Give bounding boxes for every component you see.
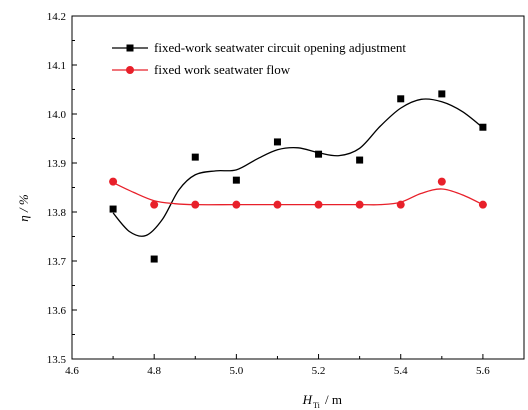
x-axis-title-subscript: Ti [313,401,321,410]
x-axis-title-unit: / m [325,392,342,407]
legend-label: fixed-work seatwater circuit opening adj… [154,40,406,55]
data-points [109,90,487,263]
legend-label: fixed work seatwater flow [154,62,291,77]
series-2-point [150,200,159,209]
series-1-point [150,255,158,263]
series-2-point [396,200,405,209]
series-1-point [232,176,240,184]
series-2-point [314,200,323,209]
series-1-point [356,156,364,164]
series-2-point [478,200,487,209]
plot-area: 4.6 4.8 5.0 5.2 5.4 5.6 13.5 13.6 13.7 13.8 13.9 14… [47,11,525,377]
y-tick-label: 14.2 [47,11,66,23]
series-1-point [315,150,323,158]
fit-curves [112,98,484,237]
series-1-fit-line [112,98,484,237]
y-tick-label: 13.5 [47,354,67,366]
y-tick-label: 13.6 [47,305,67,317]
x-tick-label: 4.6 [65,365,79,377]
legend-marker [126,44,134,52]
series-1-point [273,138,281,146]
y-tick-label: 14.0 [47,109,67,121]
plot-frame [71,15,525,360]
series-2-point [232,200,241,209]
x-axis-title: H [302,392,313,407]
series-2-point [191,200,200,209]
y-tick-label: 13.8 [47,207,67,219]
x-tick-label: 5.2 [312,365,326,377]
y-axis-title: η / % [16,194,31,222]
y-tick-label: 13.7 [47,256,67,268]
x-tick-label: 5.4 [394,365,408,377]
x-tick-label: 5.0 [229,365,243,377]
y-tick-label: 14.1 [47,60,66,72]
x-tick-label: 4.8 [147,365,161,377]
series-2-fit-line [112,182,484,206]
series-2-point [355,200,364,209]
legend: fixed-work seatwater circuit opening adj… [112,40,406,77]
legend-marker [126,66,134,74]
x-tick-label: 5.6 [476,365,490,377]
series-1-point [397,95,405,103]
series-1-point [191,153,199,161]
series-1-point [109,205,117,213]
y-tick-label: 13.9 [47,158,67,170]
series-2-point [437,177,446,186]
series-2-point [273,200,282,209]
series-2-point [109,177,118,186]
series-1-point [479,123,487,131]
series-1-point [438,90,446,98]
